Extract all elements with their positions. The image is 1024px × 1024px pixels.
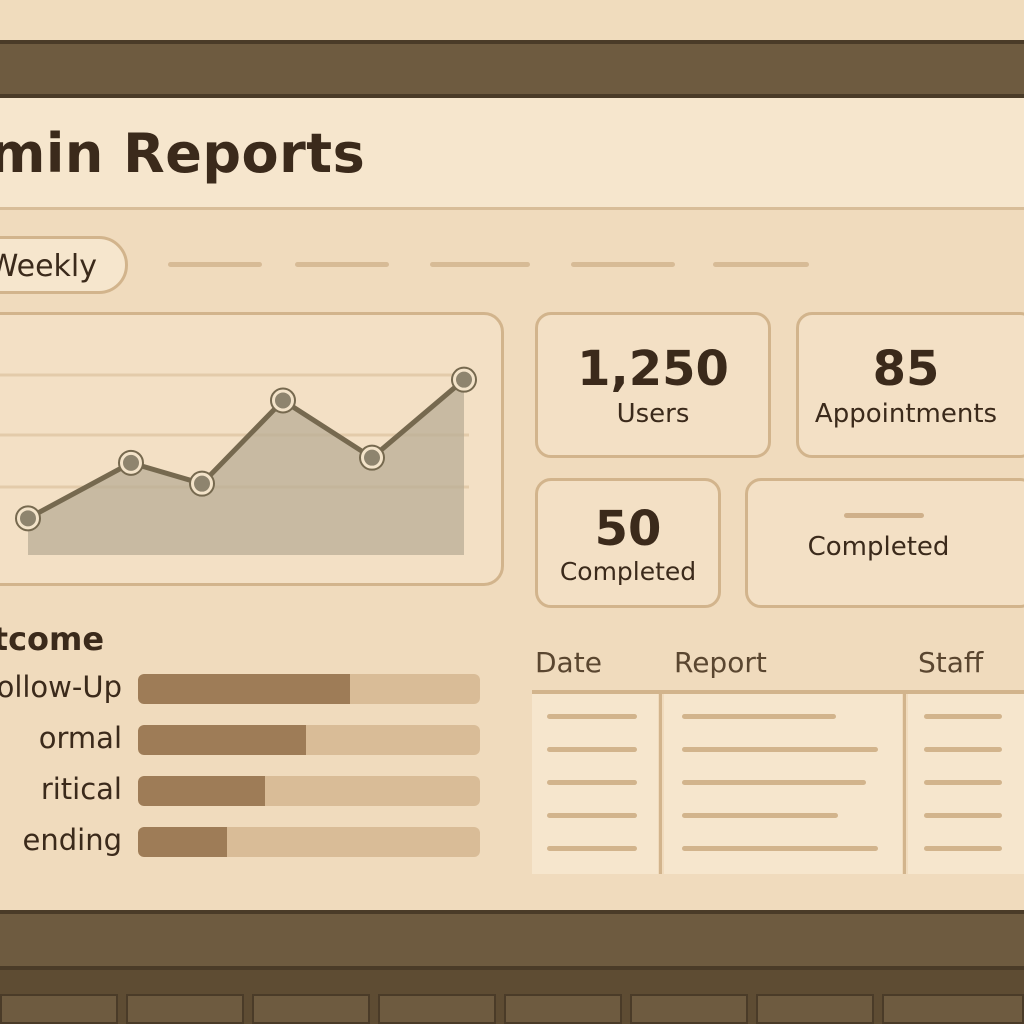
stat-card-status: Completed xyxy=(745,478,1024,608)
period-label: Weekly xyxy=(0,249,97,284)
placeholder-tab-5[interactable] xyxy=(713,262,809,267)
reports-table: Date Report Staff xyxy=(532,638,1024,874)
monitor-bezel-bottom xyxy=(0,910,1024,970)
chart-area xyxy=(28,379,464,555)
outcome-bar-track xyxy=(138,776,480,806)
chart-point[interactable] xyxy=(360,445,384,470)
desk-wall xyxy=(0,0,1024,40)
table-cell-placeholder xyxy=(547,714,637,719)
stat-users-label: Users xyxy=(616,399,690,429)
table-cell-placeholder xyxy=(924,846,1002,851)
chart-point-ring xyxy=(189,470,215,497)
table-cell-placeholder xyxy=(924,780,1002,785)
outcome-bar-fill xyxy=(138,674,351,704)
stat-card-completed: 50 Completed xyxy=(535,478,721,608)
outcome-label: ending xyxy=(22,823,122,857)
keyboard-key xyxy=(0,994,118,1024)
page-title: dmin Reports xyxy=(0,122,366,185)
outcome-bar-track xyxy=(138,674,480,704)
chart-point[interactable] xyxy=(119,450,143,475)
outcome-bar-fill xyxy=(138,827,227,857)
table-cell-placeholder xyxy=(547,747,637,752)
table-cell-placeholder xyxy=(547,780,637,785)
stat-completed-value: 50 xyxy=(594,501,662,557)
column-divider xyxy=(659,694,662,874)
monitor-screen: dmin Reports Weekly 1,250 Users 85 Appoi… xyxy=(0,98,1024,910)
keyboard-key xyxy=(126,994,244,1024)
column-header-staff[interactable]: Staff xyxy=(918,646,984,679)
chart-point-ring xyxy=(270,387,296,414)
status-placeholder-line xyxy=(844,513,924,518)
table-cell-placeholder xyxy=(547,813,637,818)
table-cell-placeholder xyxy=(682,813,838,818)
stat-card-users: 1,250 Users xyxy=(535,312,771,458)
keyboard-key xyxy=(378,994,496,1024)
trend-chart-card xyxy=(0,312,504,586)
placeholder-tab-4[interactable] xyxy=(571,262,675,267)
outcome-label: ollow-Up xyxy=(0,670,122,704)
outcome-bar-fill xyxy=(138,725,306,755)
table-cell-placeholder xyxy=(924,813,1002,818)
keyboard-key xyxy=(630,994,748,1024)
table-cell-placeholder xyxy=(547,846,637,851)
keyboard-key xyxy=(252,994,370,1024)
stat-appointments-label: Appointments xyxy=(814,399,998,429)
table-header-divider xyxy=(532,690,1024,694)
outcome-label: ritical xyxy=(40,772,122,806)
outcome-bar-track xyxy=(138,725,480,755)
table-cell-placeholder xyxy=(682,747,878,752)
stat-status-label: Completed xyxy=(807,532,950,562)
outcome-bar-fill xyxy=(138,776,265,806)
table-cell-placeholder xyxy=(924,714,1002,719)
table-cell-placeholder xyxy=(924,747,1002,752)
chart-point[interactable] xyxy=(190,471,214,496)
stat-users-value: 1,250 xyxy=(577,341,729,397)
stat-completed-label: Completed xyxy=(559,557,697,586)
keyboard-key xyxy=(882,994,1024,1024)
monitor-bezel-top xyxy=(0,40,1024,98)
outcome-title: utcome xyxy=(0,620,105,658)
chart-point-ring xyxy=(118,449,144,476)
placeholder-tab-1[interactable] xyxy=(168,262,262,267)
stat-card-appointments: 85 Appointments xyxy=(796,312,1024,458)
trend-chart xyxy=(0,366,477,555)
table-cell-placeholder xyxy=(682,846,878,851)
column-header-date[interactable]: Date xyxy=(535,646,602,679)
chart-point-ring xyxy=(359,444,385,471)
table-cell-placeholder xyxy=(682,780,866,785)
placeholder-tab-2[interactable] xyxy=(295,262,389,267)
chart-line xyxy=(26,377,466,521)
keyboard-key xyxy=(504,994,622,1024)
chart-point[interactable] xyxy=(452,367,476,392)
title-bar: dmin Reports xyxy=(0,98,1024,210)
column-divider xyxy=(903,694,906,874)
chart-point-ring xyxy=(15,505,41,532)
period-selector[interactable]: Weekly xyxy=(0,236,128,294)
chart-point-ring xyxy=(451,366,477,393)
column-header-report[interactable]: Report xyxy=(674,646,767,679)
stat-appointments-value: 85 xyxy=(872,341,940,397)
outcome-bar-track xyxy=(138,827,480,857)
chart-point[interactable] xyxy=(271,388,295,413)
keyboard-key xyxy=(756,994,874,1024)
placeholder-tab-3[interactable] xyxy=(430,262,530,267)
chart-point[interactable] xyxy=(16,506,40,531)
outcome-label: ormal xyxy=(38,721,122,755)
table-cell-placeholder xyxy=(682,714,836,719)
